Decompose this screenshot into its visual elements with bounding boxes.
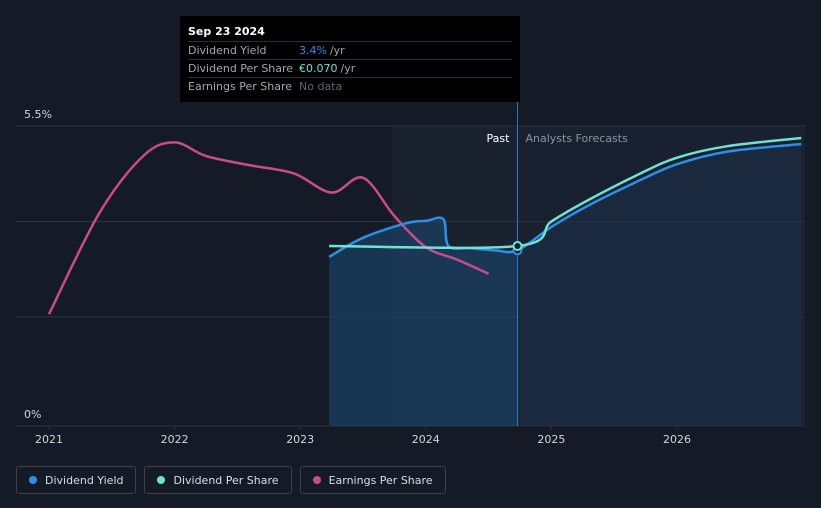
legend: Dividend Yield Dividend Per Share Earnin…: [16, 466, 446, 494]
dividend-yield-line: [328, 142, 802, 258]
tooltip-label: Earnings Per Share: [188, 80, 293, 93]
legend-label: Dividend Yield: [45, 473, 124, 487]
tooltip-row-dividend-yield: Dividend Yield 3.4% /yr: [188, 41, 512, 59]
tooltip-value-dividend-per-share: €0.070: [299, 62, 338, 75]
hover-tooltip: Sep 23 2024 Dividend Yield 3.4% /yr Divi…: [180, 16, 520, 102]
x-tick-label: 2023: [286, 433, 314, 446]
dividend-per-share-dot-icon: [157, 476, 166, 484]
dividend-yield-forecast-area: [517, 144, 802, 426]
legend-label: Earnings Per Share: [328, 473, 433, 487]
dividend-yield-dot-icon: [29, 476, 37, 484]
legend-label: Dividend Per Share: [173, 473, 279, 487]
earnings-per-share-dot-icon: [312, 476, 321, 484]
x-tick-label: 2026: [663, 433, 691, 446]
y-tick-label: 0%: [24, 408, 41, 421]
forecast-region-band: [517, 126, 805, 426]
x-tick-label: 2025: [537, 433, 565, 446]
x-tick-label: 2024: [412, 433, 440, 446]
tooltip-label: Dividend Yield: [188, 44, 267, 57]
dividend-yield-past-area: [329, 219, 518, 426]
tooltip-row-dividend-per-share: Dividend Per Share €0.070 /yr: [188, 59, 512, 77]
forecast-region-label: Analysts Forecasts: [525, 132, 628, 145]
x-tick-label: 2021: [35, 433, 63, 446]
legend-item-dividend-per-share[interactable]: Dividend Per Share: [144, 466, 292, 494]
tooltip-label: Dividend Per Share: [188, 62, 294, 75]
tooltip-value-dividend-yield: 3.4%: [299, 44, 327, 57]
legend-item-dividend-yield[interactable]: Dividend Yield: [16, 466, 137, 494]
dividend-per-share-line: [329, 136, 802, 250]
x-tick-label: 2022: [161, 433, 189, 446]
legend-item-earnings-per-share[interactable]: Earnings Per Share: [299, 466, 446, 494]
tooltip-date: Sep 23 2024: [188, 25, 265, 38]
past-region-label: Past: [487, 132, 511, 145]
dividend-per-share-today-point: [512, 241, 523, 251]
tooltip-unit: /yr: [329, 44, 345, 57]
tooltip-value-earnings-per-share: No data: [299, 80, 343, 93]
tooltip-row-earnings-per-share: Earnings Per Share No data: [188, 77, 512, 95]
y-tick-label: 5.5%: [24, 108, 52, 121]
tooltip-unit: /yr: [340, 62, 356, 75]
